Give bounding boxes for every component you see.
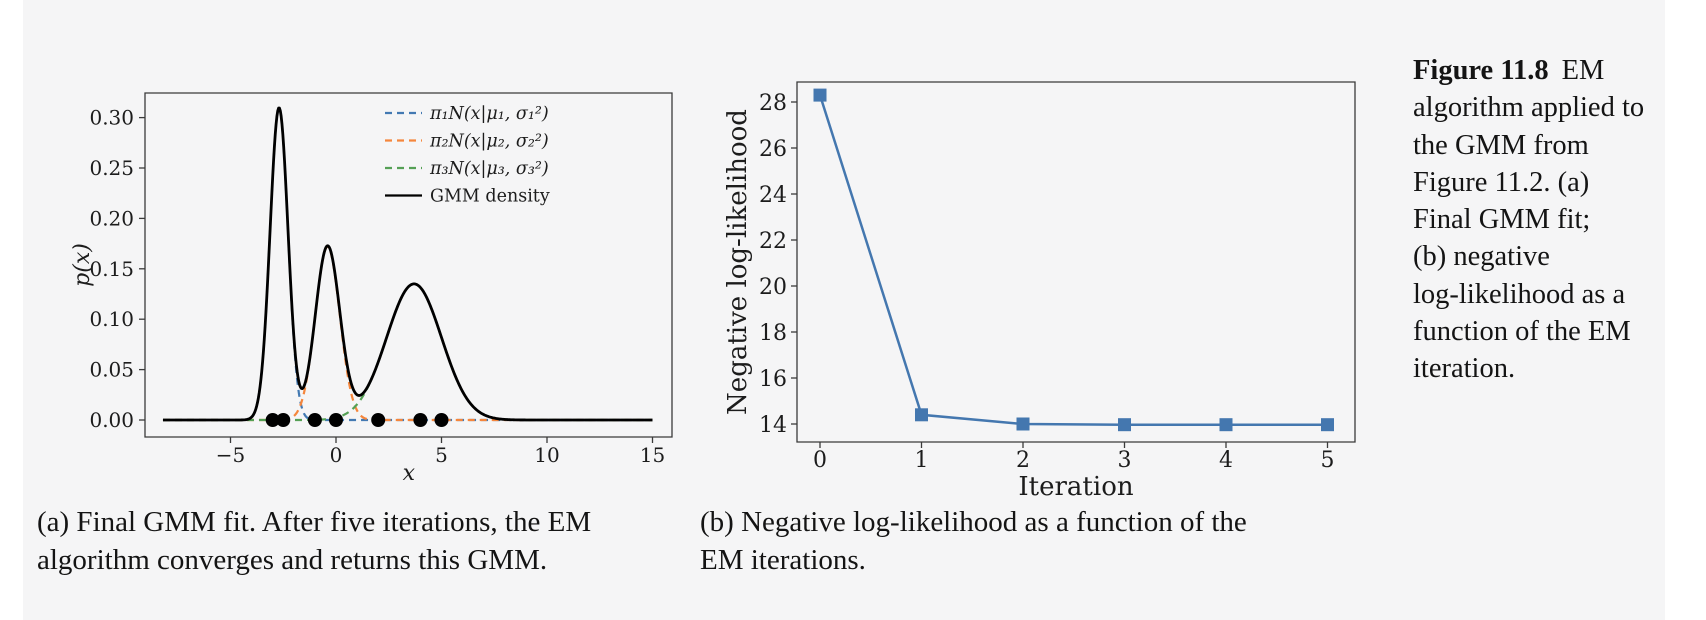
y-tick-label: 20	[759, 275, 787, 300]
figure-caption: Figure 11.8 EM algorithm applied to the G…	[1413, 52, 1644, 388]
legend-label-1: π₁N(x|μ₁, σ₁²)	[429, 104, 549, 124]
y-tick-label: 0.15	[89, 257, 134, 281]
figure-caption-line: Final GMM fit;	[1413, 204, 1591, 236]
x-axis-label: Iteration	[1018, 472, 1133, 502]
component-curve-2	[162, 245, 653, 422]
subcaption-a-line2: algorithm converges and returns this GMM…	[37, 544, 548, 576]
figure-caption-line: algorithm applied to	[1413, 92, 1645, 124]
x-tick-label: 4	[1219, 448, 1233, 473]
x-tick-label: 15	[640, 443, 665, 467]
data-point	[276, 413, 291, 427]
y-tick-label: 0.25	[89, 156, 134, 180]
data-point	[307, 413, 322, 427]
y-tick-label: 26	[759, 137, 787, 162]
y-tick-label: 14	[759, 413, 787, 438]
gmm-density-curve	[162, 106, 654, 422]
data-point	[329, 413, 343, 427]
nll-marker	[915, 408, 928, 422]
nll-marker	[1219, 418, 1233, 432]
data-point	[434, 413, 449, 427]
nll-marker	[813, 88, 827, 102]
y-axis-label: p(x)	[70, 243, 95, 287]
y-tick-label: 0.10	[89, 307, 134, 331]
data-point	[265, 413, 280, 427]
y-tick-label: 22	[759, 229, 787, 254]
x-axis-label: x	[403, 461, 416, 486]
y-tick-label: 28	[759, 91, 787, 116]
x-tick-label: −5	[216, 443, 245, 467]
component-curve-3	[162, 282, 653, 422]
figure-caption-line: iteration.	[1413, 353, 1516, 385]
x-tick-label: 0	[330, 443, 343, 467]
y-tick-label: 18	[759, 321, 787, 346]
subcaption-b-line1: (b) Negative log-likelihood as a functio…	[700, 506, 1247, 538]
y-tick-label: 16	[759, 367, 787, 392]
data-point	[371, 413, 386, 427]
subcaption-a: (a) Final GMM fit. After five iterations…	[37, 503, 591, 579]
y-tick-label: 0.05	[89, 358, 134, 382]
legend-label-3: π₃N(x|μ₃, σ₃²)	[429, 159, 549, 179]
nll-marker	[1321, 418, 1334, 432]
subcaption-b: (b) Negative log-likelihood as a functio…	[700, 503, 1247, 579]
y-tick-label: 0.30	[89, 106, 134, 130]
figure-number: Figure 11.8	[1413, 55, 1549, 86]
axes-spines-a	[144, 92, 673, 438]
y-tick-label: 0.20	[89, 206, 134, 230]
nll-marker	[1016, 417, 1030, 431]
x-tick-label: 5	[435, 443, 448, 467]
nll-chart: 0 1 2 3 4 5 14 16 18 20 22 24 26 28 Iteration Negative …	[723, 81, 1356, 502]
legend-label-2: π₂N(x|μ₂, σ₂²)	[429, 132, 549, 152]
axes-spines-b	[796, 81, 1356, 443]
y-tick-label: 24	[759, 183, 787, 208]
figure-caption-line: log-likelihood as a	[1413, 278, 1626, 310]
figure-caption-line1: Figure 11.8 EM	[1413, 55, 1605, 86]
x-tick-label: 3	[1118, 448, 1132, 473]
gmm-density-chart: −5 0 5 10 15 0.00 0.05 0.10 0.15 0.20 0.25 0.30 x p(x…	[70, 92, 673, 486]
figure-background	[23, 0, 1665, 620]
legend-label-4: GMM density	[430, 187, 550, 207]
component-curve-1	[162, 107, 653, 422]
figure-caption-line: the GMM from	[1413, 129, 1589, 161]
figure-caption-line: Figure 11.2. (a)	[1413, 166, 1590, 198]
x-tick-label: 1	[915, 448, 929, 473]
data-point	[413, 413, 428, 427]
subcaption-a-line1: (a) Final GMM fit. After five iterations…	[37, 506, 592, 538]
nll-marker	[1118, 418, 1131, 432]
y-axis-label: Negative log-likelihood	[723, 109, 753, 415]
y-tick-label: 0.00	[89, 408, 134, 432]
x-tick-label: 10	[534, 443, 559, 467]
figure-caption-line: (b) negative	[1413, 241, 1550, 273]
nll-line	[818, 94, 1328, 426]
x-tick-label: 2	[1016, 448, 1030, 473]
x-tick-label: 5	[1321, 448, 1335, 473]
x-tick-label: 0	[813, 448, 827, 473]
figure-caption-line: function of the EM	[1413, 316, 1631, 348]
subcaption-b-line2: EM iterations.	[700, 544, 866, 576]
